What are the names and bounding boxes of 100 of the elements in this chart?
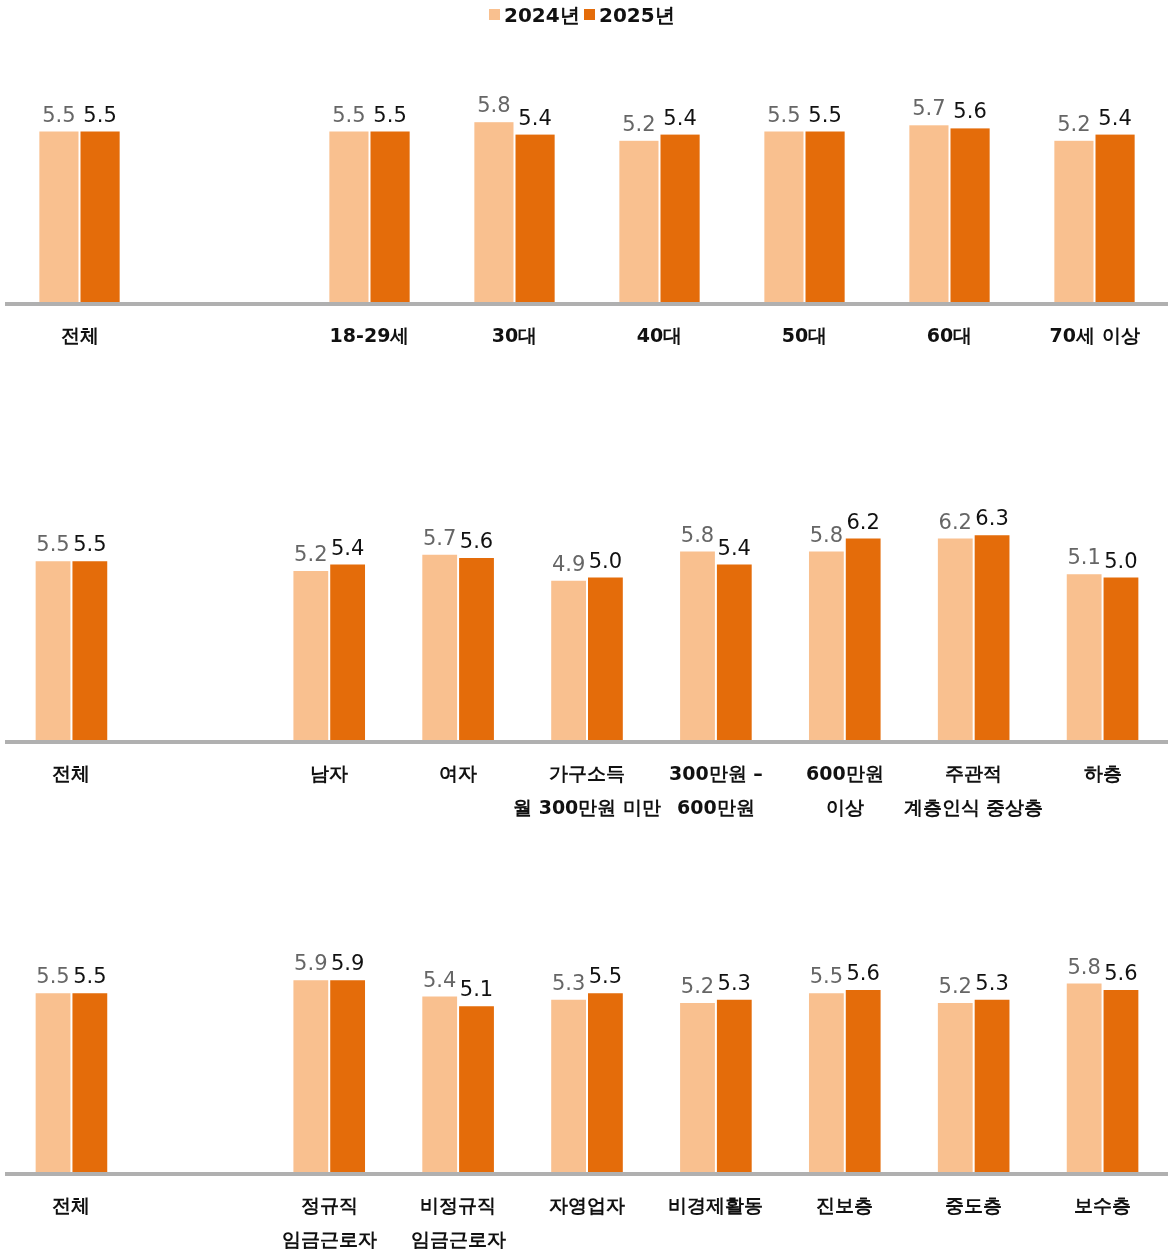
data-label: 5.2 — [938, 974, 972, 998]
bar — [808, 993, 844, 1172]
data-label: 5.5 — [373, 102, 407, 127]
data-label: 6.3 — [975, 506, 1009, 531]
bar — [422, 554, 458, 740]
data-label: 5.5 — [73, 532, 107, 557]
bar — [330, 564, 366, 740]
data-label: 5.0 — [1104, 548, 1138, 573]
data-label: 5.8 — [809, 522, 844, 547]
bar — [72, 561, 108, 740]
x-tick-label: 중도층 — [945, 1194, 1003, 1216]
data-label: 5.7 — [423, 525, 457, 550]
bar — [459, 1006, 494, 1172]
data-label: 5.5 — [73, 964, 107, 989]
bar — [680, 1003, 715, 1172]
data-label: 5.4 — [518, 105, 552, 130]
data-label: 5.1 — [1067, 545, 1101, 570]
bar — [1066, 983, 1102, 1172]
legend-label: 2024년 — [504, 3, 580, 27]
data-label: 5.9 — [294, 951, 328, 976]
bar — [551, 999, 586, 1172]
bar — [293, 571, 329, 740]
x-tick-label: 30대 — [491, 324, 538, 346]
data-label: 5.3 — [551, 970, 586, 995]
bar — [937, 1003, 973, 1172]
data-label: 5.5 — [36, 532, 70, 557]
x-tick-label: 비정규직 임금근로자 — [410, 1194, 506, 1249]
data-label: 6.2 — [938, 509, 972, 534]
data-label: 4.9 — [551, 551, 586, 576]
x-tick-label: 전체 — [52, 1194, 91, 1216]
data-label: 5.5 — [588, 964, 623, 989]
x-tick-label: 전체 — [52, 762, 91, 784]
data-label: 5.6 — [953, 99, 987, 124]
data-label: 5.5 — [332, 102, 366, 127]
data-label: 6.2 — [846, 509, 880, 534]
legend-label: 2025년 — [599, 3, 675, 27]
bar — [680, 551, 715, 740]
data-label: 5.2 — [680, 974, 715, 998]
x-tick-label: 주관적 계층인식 중상층 — [903, 762, 1044, 818]
x-tick-label: 18-29세 — [329, 324, 410, 346]
x-tick-label: 보수층 — [1074, 1194, 1132, 1216]
data-label: 5.2 — [1057, 111, 1091, 136]
data-label: 5.5 — [36, 964, 70, 989]
x-tick-label: 자영업자 — [549, 1194, 625, 1216]
x-tick-label: 60대 — [926, 324, 973, 346]
data-label: 5.6 — [846, 961, 880, 985]
x-tick-label: 진보층 — [816, 1194, 874, 1216]
bar — [35, 561, 71, 740]
bar — [974, 535, 1010, 740]
x-tick-label: 하층 — [1083, 762, 1122, 784]
bar — [330, 980, 366, 1172]
x-tick-label: 정규직 임금근로자 — [281, 1194, 377, 1249]
data-label: 5.4 — [1098, 105, 1132, 130]
data-label: 5.4 — [717, 535, 751, 560]
x-tick-label: 70세 이상 — [1049, 324, 1140, 346]
bar — [1103, 990, 1139, 1172]
bar — [588, 993, 623, 1172]
data-label: 5.4 — [330, 535, 365, 560]
x-tick-label: 비경제활동 — [668, 1194, 764, 1216]
bar — [845, 990, 881, 1172]
bar — [588, 577, 623, 740]
data-label: 5.3 — [975, 970, 1009, 995]
bar — [459, 558, 494, 740]
bar — [422, 996, 458, 1172]
data-label: 5.4 — [423, 967, 457, 992]
bar — [293, 980, 329, 1172]
x-tick-label: 300만원 – 600만원 — [669, 762, 763, 818]
data-label: 5.5 — [42, 102, 76, 127]
x-tick-label: 50대 — [781, 324, 828, 346]
x-tick-label: 가구소득 월 300만원 미만 — [513, 762, 661, 818]
data-label: 5.6 — [459, 529, 494, 553]
bar — [974, 999, 1010, 1172]
data-label: 5.5 — [83, 102, 117, 127]
bar — [72, 993, 108, 1172]
data-label: 5.2 — [622, 111, 656, 136]
bar — [808, 551, 844, 740]
data-label: 5.7 — [912, 96, 946, 121]
data-label: 5.5 — [809, 964, 844, 989]
data-label: 5.4 — [663, 105, 697, 130]
data-label: 5.6 — [1104, 961, 1138, 985]
data-label: 5.9 — [330, 951, 365, 976]
data-label: 5.1 — [459, 977, 494, 1002]
bar — [716, 999, 752, 1172]
bar — [1066, 574, 1102, 740]
data-label: 5.8 — [1067, 954, 1101, 979]
bar — [1103, 577, 1139, 740]
data-label: 5.3 — [717, 970, 751, 995]
bar — [937, 538, 973, 740]
data-label: 5.2 — [294, 542, 328, 566]
x-tick-label: 600만원 이상 — [805, 762, 884, 818]
x-tick-label: 여자 — [439, 762, 478, 784]
bar — [551, 580, 586, 740]
bar — [845, 538, 881, 740]
data-label: 5.5 — [808, 102, 842, 127]
data-label: 5.8 — [680, 522, 715, 547]
data-label: 5.0 — [588, 548, 623, 573]
data-label: 5.5 — [767, 102, 801, 127]
x-tick-label: 전체 — [60, 324, 99, 346]
data-label: 5.8 — [477, 93, 511, 118]
bar — [716, 564, 752, 740]
